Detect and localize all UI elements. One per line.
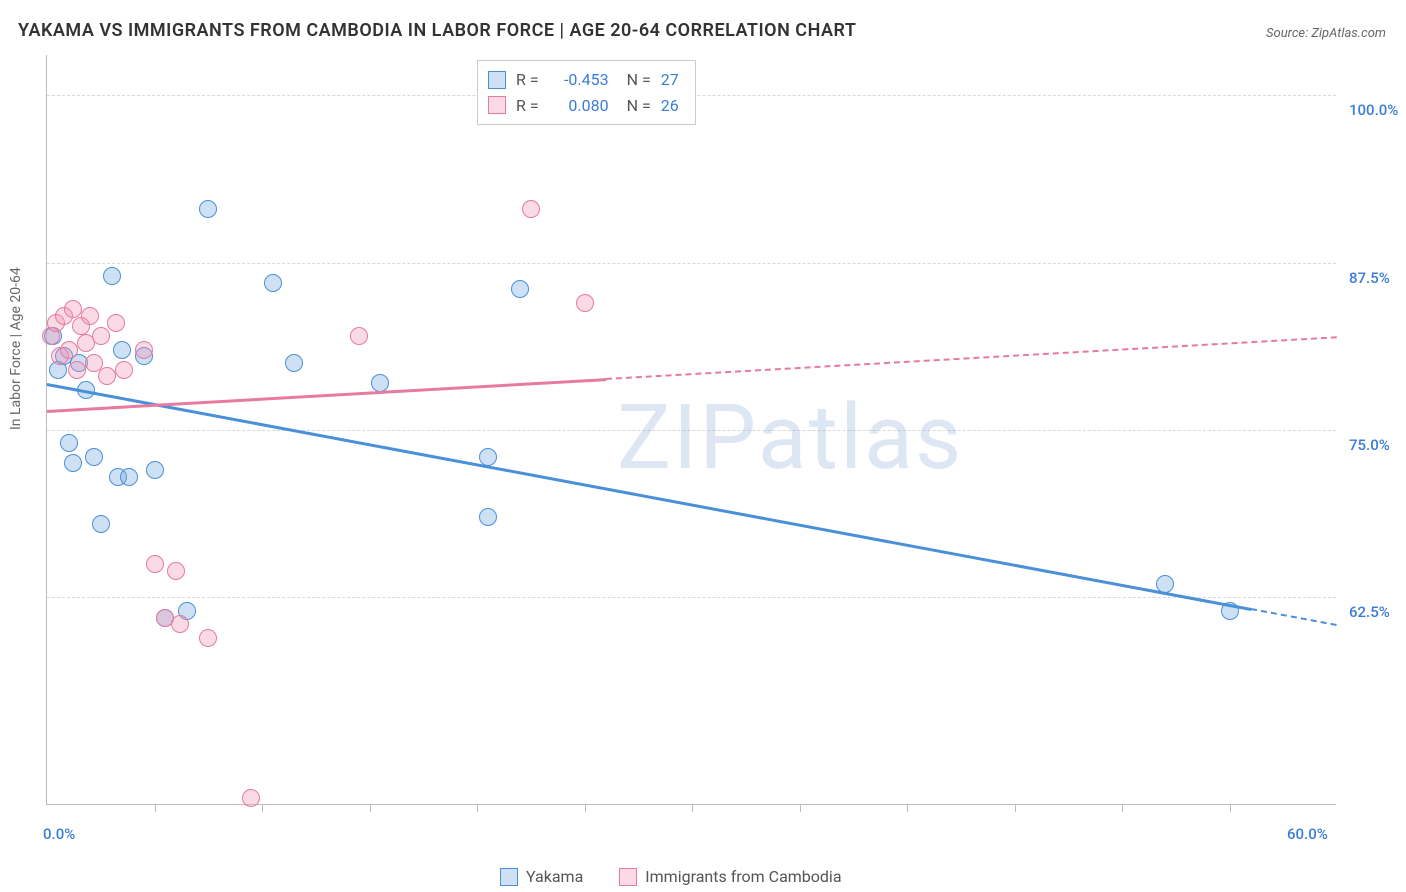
scatter-point-yakama bbox=[120, 468, 138, 486]
x-tick bbox=[477, 804, 478, 812]
scatter-point-cambodia bbox=[167, 562, 185, 580]
scatter-point-yakama bbox=[264, 274, 282, 292]
scatter-point-yakama bbox=[479, 448, 497, 466]
trend-line-cambodia bbox=[47, 378, 606, 412]
swatch-icon bbox=[619, 868, 637, 886]
x-tick-label: 60.0% bbox=[1287, 825, 1328, 843]
y-tick-label: 100.0% bbox=[1349, 101, 1398, 119]
scatter-point-yakama bbox=[85, 448, 103, 466]
x-tick-label: 0.0% bbox=[43, 825, 75, 843]
source-attribution: Source: ZipAtlas.com bbox=[1266, 26, 1386, 41]
x-tick bbox=[800, 804, 801, 812]
watermark: ZIPatlas bbox=[617, 385, 963, 490]
x-tick bbox=[370, 804, 371, 812]
stats-r-value: -0.453 bbox=[549, 67, 609, 93]
scatter-point-yakama bbox=[511, 280, 529, 298]
x-tick bbox=[907, 804, 908, 812]
stats-r-value: 0.080 bbox=[549, 93, 609, 119]
scatter-point-cambodia bbox=[135, 341, 153, 359]
scatter-point-cambodia bbox=[576, 294, 594, 312]
scatter-point-cambodia bbox=[199, 629, 217, 647]
legend-item-yakama: Yakama bbox=[500, 867, 583, 886]
scatter-point-cambodia bbox=[98, 367, 116, 385]
legend-label: Immigrants from Cambodia bbox=[645, 867, 841, 886]
stats-r-label: R = bbox=[516, 67, 539, 93]
swatch-icon bbox=[488, 96, 506, 114]
y-tick-label: 75.0% bbox=[1349, 436, 1390, 454]
gridline bbox=[47, 430, 1336, 431]
legend-label: Yakama bbox=[526, 867, 583, 886]
y-axis-label: In Labor Force | Age 20-64 bbox=[8, 267, 24, 430]
trend-line-yakama bbox=[47, 383, 1251, 610]
stats-n-label: N = bbox=[627, 93, 651, 119]
scatter-point-yakama bbox=[199, 200, 217, 218]
x-tick bbox=[262, 804, 263, 812]
gridline bbox=[47, 597, 1336, 598]
x-tick bbox=[1230, 804, 1231, 812]
trend-line-cambodia-dashed bbox=[606, 336, 1337, 380]
scatter-point-yakama bbox=[92, 515, 110, 533]
scatter-point-cambodia bbox=[522, 200, 540, 218]
scatter-point-yakama bbox=[371, 374, 389, 392]
scatter-point-yakama bbox=[479, 508, 497, 526]
x-tick bbox=[1015, 804, 1016, 812]
scatter-point-cambodia bbox=[350, 327, 368, 345]
scatter-point-yakama bbox=[64, 454, 82, 472]
x-tick bbox=[155, 804, 156, 812]
scatter-point-cambodia bbox=[68, 361, 86, 379]
scatter-point-yakama bbox=[146, 461, 164, 479]
swatch-icon bbox=[500, 868, 518, 886]
chart-plot-area: 62.5%75.0%87.5%100.0%0.0%60.0%ZIPatlasR … bbox=[46, 55, 1336, 805]
scatter-point-cambodia bbox=[115, 361, 133, 379]
scatter-point-yakama bbox=[60, 434, 78, 452]
scatter-point-yakama bbox=[113, 341, 131, 359]
stats-legend-box: R = -0.453 N = 27 R = 0.080 N = 26 bbox=[477, 60, 696, 125]
scatter-point-cambodia bbox=[146, 555, 164, 573]
stats-row-yakama: R = -0.453 N = 27 bbox=[488, 67, 679, 93]
y-tick-label: 87.5% bbox=[1349, 269, 1390, 287]
swatch-icon bbox=[488, 71, 506, 89]
chart-title: YAKAMA VS IMMIGRANTS FROM CAMBODIA IN LA… bbox=[18, 20, 856, 41]
x-tick bbox=[1122, 804, 1123, 812]
scatter-point-cambodia bbox=[242, 789, 260, 807]
bottom-legend: Yakama Immigrants from Cambodia bbox=[500, 867, 842, 886]
scatter-point-cambodia bbox=[171, 615, 189, 633]
scatter-point-cambodia bbox=[60, 341, 78, 359]
y-tick-label: 62.5% bbox=[1349, 603, 1390, 621]
stats-n-label: N = bbox=[627, 67, 651, 93]
stats-r-label: R = bbox=[516, 93, 539, 119]
stats-n-value: 27 bbox=[661, 67, 679, 93]
scatter-point-cambodia bbox=[92, 327, 110, 345]
x-tick bbox=[585, 804, 586, 812]
stats-n-value: 26 bbox=[661, 93, 679, 119]
stats-row-cambodia: R = 0.080 N = 26 bbox=[488, 93, 679, 119]
scatter-point-cambodia bbox=[107, 314, 125, 332]
gridline bbox=[47, 263, 1336, 264]
scatter-point-yakama bbox=[285, 354, 303, 372]
x-tick bbox=[692, 804, 693, 812]
scatter-point-yakama bbox=[103, 267, 121, 285]
scatter-point-cambodia bbox=[81, 307, 99, 325]
legend-item-cambodia: Immigrants from Cambodia bbox=[619, 867, 841, 886]
trend-line-yakama-dashed bbox=[1251, 608, 1337, 626]
